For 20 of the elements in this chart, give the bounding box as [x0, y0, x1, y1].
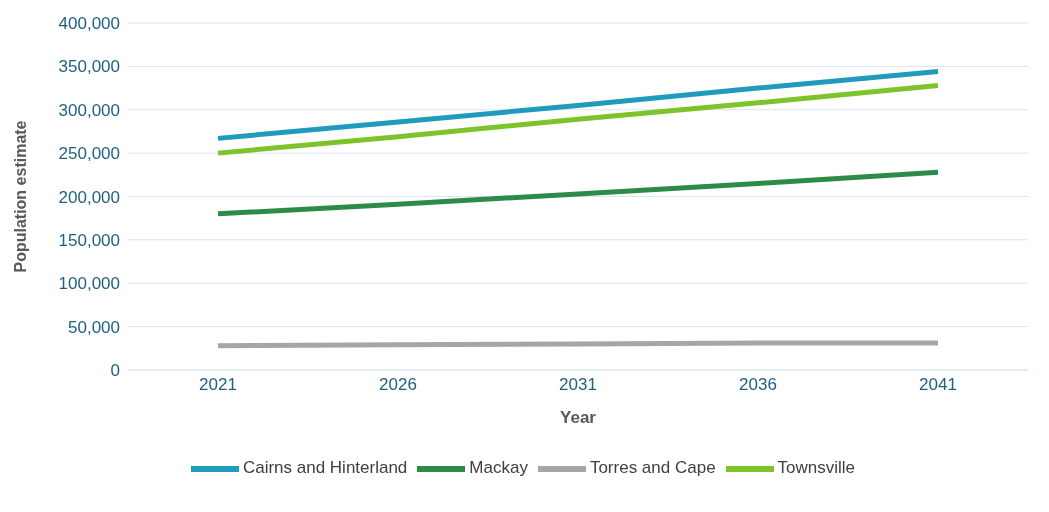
y-tick-label: 400,000 [58, 14, 120, 34]
y-tick-label: 350,000 [58, 57, 120, 77]
y-tick-label: 250,000 [58, 144, 120, 164]
x-tick-label: 2021 [199, 375, 237, 395]
y-tick-label: 300,000 [58, 100, 120, 120]
legend-label: Mackay [469, 458, 528, 478]
legend-label: Torres and Cape [589, 458, 716, 478]
y-axis-title: Population estimate [11, 120, 29, 273]
y-tick-label: 200,000 [58, 187, 120, 207]
x-tick-label: 2041 [919, 375, 957, 395]
legend-label: Townsville [777, 458, 856, 478]
x-axis-title: Year [560, 408, 597, 427]
x-tick-label: 2036 [739, 375, 777, 395]
x-tick-label: 2026 [379, 375, 417, 395]
y-tick-label: 50,000 [68, 317, 120, 337]
y-tick-label: 150,000 [58, 230, 120, 250]
x-tick-label: 2031 [559, 375, 597, 395]
y-tick-label: 0 [110, 361, 120, 381]
y-tick-label: 100,000 [58, 274, 120, 294]
legend-label: Cairns and Hinterland [242, 458, 408, 478]
